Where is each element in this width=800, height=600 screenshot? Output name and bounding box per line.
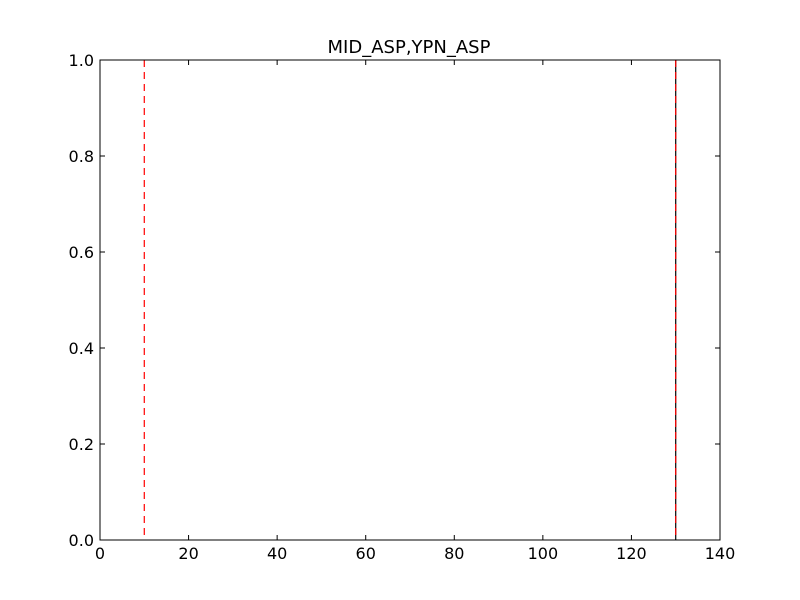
y-tick-label: 0.6 xyxy=(69,243,94,262)
y-tick-label: 1.0 xyxy=(69,51,94,70)
tick-layer: 0 20 40 60 80 100 120 140 0.0 0.2 0.4 0.6 0.8 1.0 xyxy=(69,51,736,563)
plot-area-frame xyxy=(99,59,721,541)
x-tick-label: 20 xyxy=(178,544,198,563)
chart-title: MID_ASP,YPN_ASP xyxy=(328,37,491,58)
y-tick-label: 0.4 xyxy=(69,339,94,358)
x-tick-label: 140 xyxy=(705,544,736,563)
x-tick-label: 80 xyxy=(444,544,464,563)
x-tick-label: 40 xyxy=(267,544,287,563)
x-tick-label: 120 xyxy=(616,544,647,563)
x-tick-label: 60 xyxy=(356,544,376,563)
x-tick-label: 0 xyxy=(95,544,105,563)
x-tick-label: 100 xyxy=(528,544,559,563)
vline-layer xyxy=(143,60,677,540)
y-tick-label: 0.2 xyxy=(69,435,94,454)
y-tick-label: 0.8 xyxy=(69,147,94,166)
y-tick-label: 0.0 xyxy=(69,531,94,550)
